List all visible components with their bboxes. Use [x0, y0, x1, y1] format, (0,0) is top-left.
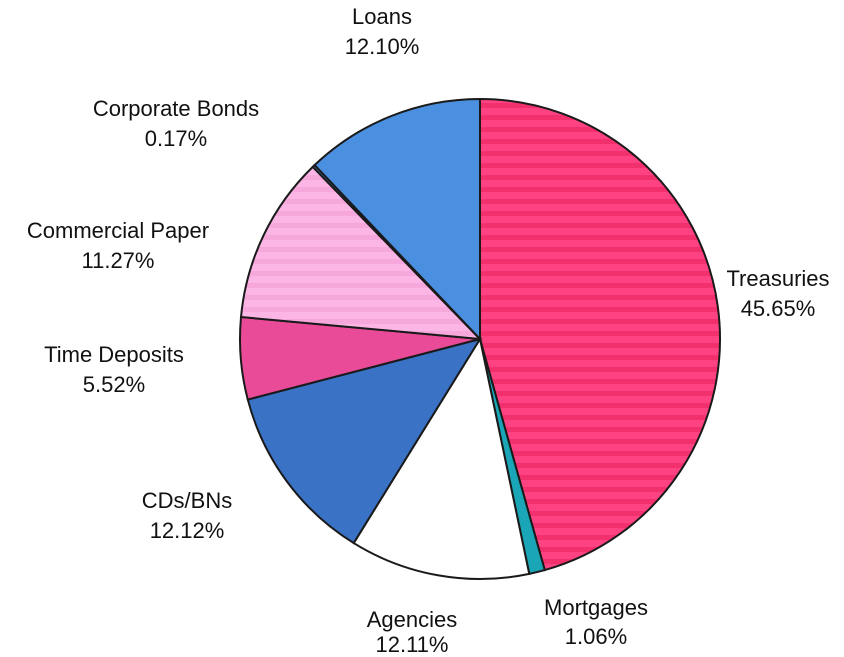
slice-loans [313, 97, 481, 342]
label-mortgages: Mortgages [544, 595, 648, 620]
value-agencies: 12.11% [376, 632, 449, 657]
label-time-deposits: Time Deposits [44, 342, 184, 367]
label-treasuries: Treasuries [726, 266, 829, 291]
label-cds-bns: CDs/BNs [142, 488, 232, 513]
value-time-deposits: 5.52% [83, 372, 145, 397]
slice-cds-bns [246, 337, 483, 545]
label-commercial-paper: Commercial Paper [27, 218, 209, 243]
value-loans: 12.10% [345, 34, 420, 59]
slice-agencies [352, 336, 531, 580]
label-corporate-bonds: Corporate Bonds [93, 96, 259, 121]
value-cds-bns: 12.12% [150, 518, 225, 543]
value-commercial-paper: 11.27% [82, 248, 155, 273]
value-mortgages: 1.06% [565, 624, 627, 649]
value-corporate-bonds: 0.17% [145, 126, 207, 151]
slice-treasuries [479, 97, 721, 572]
label-loans: Loans [352, 4, 412, 29]
pie-slices [239, 97, 721, 580]
label-agencies: Agencies [367, 607, 458, 632]
value-treasuries: 45.65% [741, 296, 816, 321]
slice-commercial-paper [239, 165, 483, 341]
pie-labels: Loans 12.10% Corporate Bonds 0.17% Comme… [27, 4, 830, 657]
